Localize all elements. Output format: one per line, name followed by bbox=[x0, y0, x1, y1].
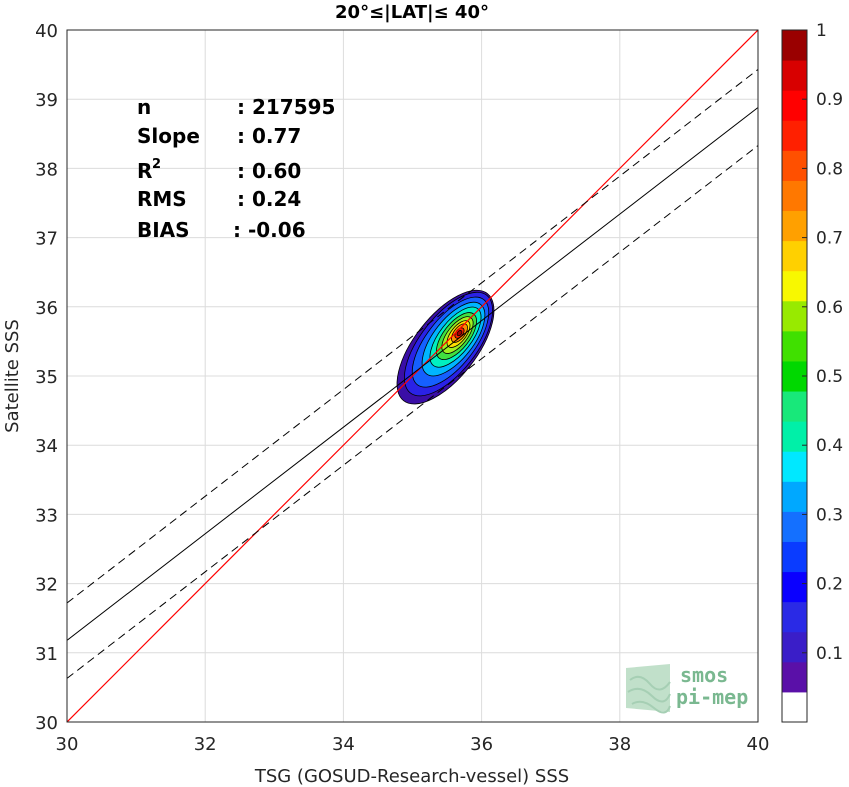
x-tick-label: 30 bbox=[56, 734, 79, 755]
y-tick-label: 33 bbox=[35, 505, 58, 526]
stat-value: : 0.24 bbox=[237, 187, 301, 211]
smos-pi-mep-logo: smos pi-mep bbox=[626, 663, 748, 714]
colorbar-tick-label: 0.9 bbox=[816, 90, 843, 110]
regression-line bbox=[67, 107, 758, 641]
contour-level bbox=[456, 330, 463, 337]
stat-label: BIAS bbox=[137, 218, 190, 242]
colorbar-segment bbox=[782, 481, 807, 512]
y-tick-label: 38 bbox=[35, 159, 58, 180]
stat-label: n bbox=[137, 95, 151, 119]
x-tick-label: 34 bbox=[332, 734, 355, 755]
x-ticks: 30 32 34 36 38 40 bbox=[56, 734, 770, 755]
y-tick-label: 37 bbox=[35, 229, 58, 250]
y-tick-label: 31 bbox=[35, 644, 58, 665]
y-tick-label: 40 bbox=[35, 21, 58, 42]
y-tick-label: 36 bbox=[35, 298, 58, 319]
colorbar-tick-label: 0.4 bbox=[816, 436, 843, 456]
colorbar-segment bbox=[782, 571, 807, 603]
colorbar-tick-label: 0.2 bbox=[816, 575, 843, 595]
colorbar-segment bbox=[782, 421, 807, 452]
colorbar-tick-label: 0.8 bbox=[816, 159, 843, 179]
colorbar-segment bbox=[782, 210, 807, 242]
colorbar-segment bbox=[782, 150, 807, 181]
colorbar-segment bbox=[782, 30, 807, 61]
logo-waves-icon bbox=[626, 664, 671, 714]
y-tick-label: 32 bbox=[35, 575, 58, 596]
colorbar-segment bbox=[782, 601, 807, 633]
stat-label-superscript: 2 bbox=[152, 157, 161, 172]
chart-title: 20°≤|LAT|≤ 40° bbox=[335, 2, 489, 23]
colorbar-segment bbox=[782, 300, 807, 332]
reference-lines bbox=[67, 30, 758, 722]
x-tick-label: 38 bbox=[608, 734, 631, 755]
lower-dashed-line bbox=[67, 145, 758, 679]
colorbar-segment bbox=[782, 631, 807, 663]
colorbar-tick-label: 0.1 bbox=[816, 644, 843, 664]
stat-value: : 0.77 bbox=[237, 124, 301, 148]
x-axis-label: TSG (GOSUD-Research-vessel) SSS bbox=[254, 766, 569, 787]
y-tick-label: 34 bbox=[35, 436, 58, 457]
stat-label: RMS bbox=[137, 187, 187, 211]
colorbar-tick-label: 0.5 bbox=[816, 367, 843, 387]
colorbar-tick-label: 1 bbox=[816, 21, 827, 41]
y-tick-label: 35 bbox=[35, 367, 58, 388]
colorbar-segment bbox=[782, 270, 807, 302]
y-tick-label: 30 bbox=[35, 713, 58, 734]
colorbar-segment bbox=[782, 661, 807, 693]
colorbar-segment bbox=[782, 511, 807, 542]
colorbar-segment bbox=[782, 330, 807, 362]
colorbar: 0.1 0.2 0.3 0.4 0.5 0.6 0.7 0.8 0.9 1 bbox=[781, 21, 843, 723]
logo-line1: smos bbox=[680, 663, 728, 687]
logo-line2: pi-mep bbox=[676, 685, 748, 709]
colorbar-segment bbox=[782, 240, 807, 272]
colorbar-segment bbox=[782, 90, 807, 121]
x-tick-label: 36 bbox=[470, 734, 493, 755]
stat-value: : 0.60 bbox=[237, 159, 301, 183]
one-to-one-line bbox=[67, 30, 758, 722]
colorbar-segment bbox=[782, 691, 807, 723]
stat-value: : 217595 bbox=[237, 95, 335, 119]
x-tick-label: 40 bbox=[747, 734, 770, 755]
grid bbox=[66, 29, 759, 723]
colorbar-segment bbox=[782, 391, 807, 422]
x-tick-label: 32 bbox=[194, 734, 217, 755]
statistics-box: n : 217595 Slope : 0.77 R 2 : 0.60 RMS : 0.24 BIA… bbox=[137, 95, 335, 242]
colorbar-segment bbox=[782, 120, 807, 151]
plot-frame bbox=[66, 29, 759, 723]
stat-value: : -0.06 bbox=[233, 218, 306, 242]
stat-label: R bbox=[137, 159, 152, 183]
stat-label: Slope bbox=[137, 124, 200, 148]
y-tick-label: 39 bbox=[35, 90, 58, 111]
colorbar-tick-label: 0.6 bbox=[816, 298, 843, 318]
colorbar-segment bbox=[782, 60, 807, 91]
upper-dashed-line bbox=[67, 69, 758, 604]
colorbar-tick-label: 0.7 bbox=[816, 229, 843, 249]
colorbar-tick-label: 0.3 bbox=[816, 505, 843, 525]
colorbar-segment bbox=[782, 180, 807, 212]
colorbar-segment bbox=[782, 541, 807, 573]
y-ticks: 30 31 32 33 34 35 36 37 38 39 40 bbox=[35, 21, 58, 734]
y-axis-label: Satellite SSS bbox=[2, 319, 23, 433]
colorbar-segment bbox=[782, 451, 807, 482]
